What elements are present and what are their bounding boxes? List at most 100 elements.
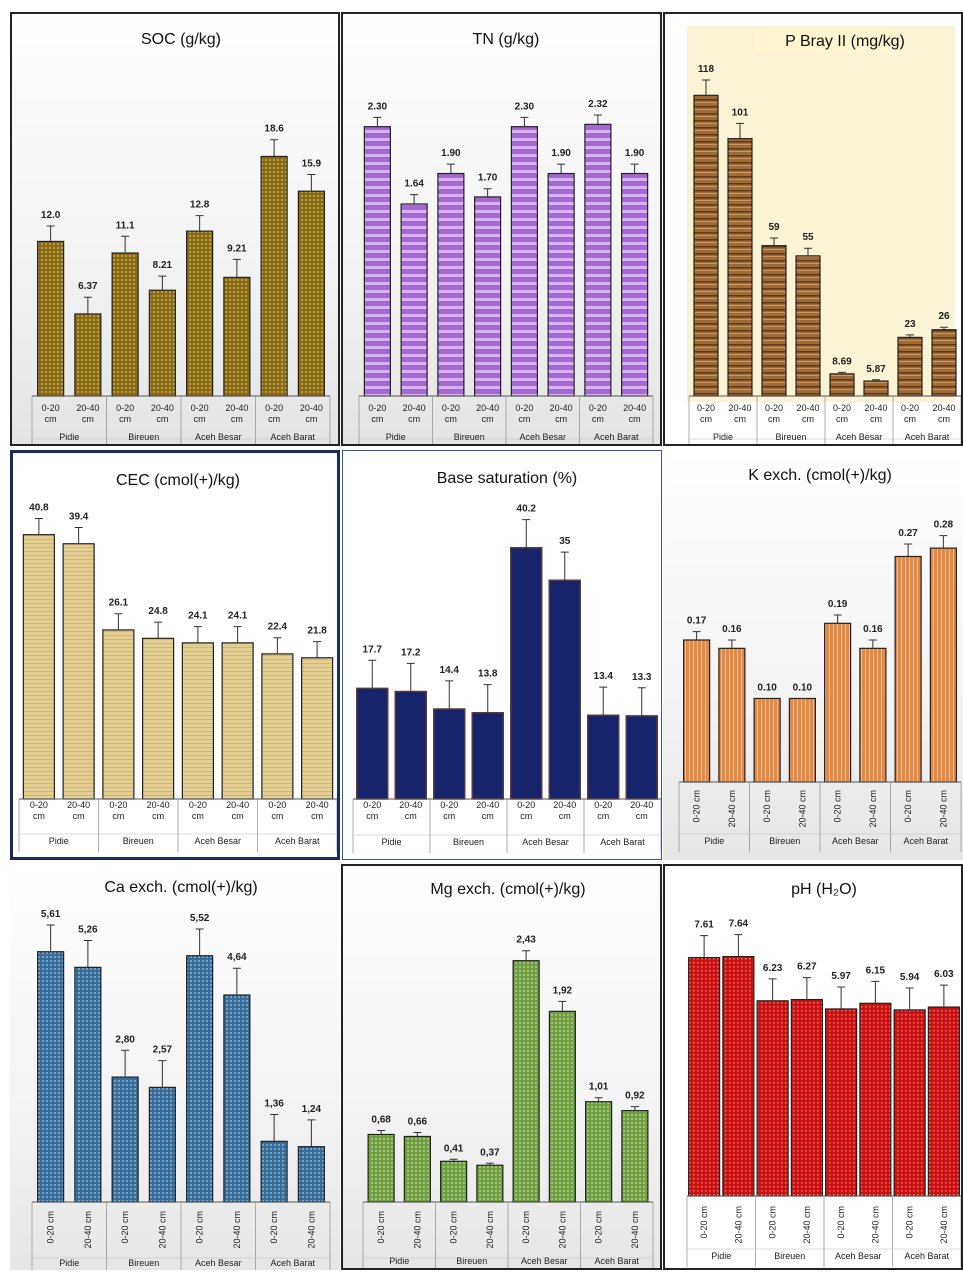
error-bar	[736, 122, 744, 139]
chart-k: K exch. (cmol(+)/kg) 0.17 0-20 cm 0.16 20-40…	[678, 467, 962, 852]
value-label: 2.32	[588, 99, 608, 110]
error-bar	[195, 215, 204, 232]
panel-soc: SOC (g/kg) 12.0 0-20 cm 6.37 20-40 cm 11.1 0-20 c…	[10, 12, 340, 446]
value-label: 0.10	[793, 682, 813, 693]
error-bar	[630, 163, 639, 174]
value-label: 5.97	[831, 971, 851, 982]
error-bar	[833, 614, 842, 624]
error-bar	[373, 116, 382, 127]
bar	[148, 289, 176, 397]
chart-ca: Ca exch. (cmol(+)/kg) 5,61 0-20 cm 5,26 20-4…	[31, 879, 331, 1270]
error-bar	[46, 225, 55, 242]
tick-label: 20-40 cm	[802, 1206, 812, 1244]
chart-title: CEC (cmol(+)/kg)	[116, 472, 240, 489]
chart-tn: TN (g/kg) 2.30 0-20 cm 1.64 20-40 cm 1.90 0-20 cm…	[358, 31, 654, 444]
tick-label: 20-40 cm	[67, 800, 90, 821]
panel-ph: pH (H₂O) 7.61 0-20 cm 7.64 20-40 cm 6.23 0-20 …	[663, 864, 963, 1270]
bar	[625, 715, 658, 800]
group-label: Pidie	[389, 1256, 409, 1266]
value-label: 0.17	[687, 616, 707, 627]
tick-label: 20-40 cm	[797, 790, 807, 828]
bar	[929, 547, 957, 783]
tick-label: 20-40 cm	[727, 790, 737, 828]
error-bar	[868, 639, 877, 649]
tick-label: 0-20 cm	[368, 403, 386, 424]
tick-label: 20-40 cm	[553, 800, 576, 821]
error-bar	[483, 188, 492, 197]
tick-label: 0-20 cm	[42, 403, 60, 424]
group-label: Aceh Barat	[904, 1251, 949, 1261]
tick-label: 0-20 cm	[699, 1206, 709, 1239]
value-label: 59	[768, 222, 780, 233]
value-label: 0,66	[408, 1116, 428, 1127]
error-bar	[270, 139, 279, 157]
bar	[795, 255, 821, 397]
bar	[186, 230, 214, 397]
tick-label: 0-20 cm	[195, 1211, 205, 1244]
error-bar	[449, 1158, 458, 1162]
tick-label: 0-20 cm	[376, 1211, 386, 1244]
value-label: 118	[698, 64, 715, 75]
error-bar	[768, 978, 777, 1001]
error-bar	[483, 684, 492, 713]
error-bar	[83, 940, 92, 968]
value-label: 0,68	[371, 1114, 391, 1125]
bar	[931, 329, 957, 397]
bar	[403, 1135, 431, 1203]
bar	[510, 126, 538, 397]
value-label: 0,37	[480, 1147, 500, 1158]
bar	[722, 956, 755, 1197]
bar	[859, 647, 887, 783]
bar	[142, 637, 175, 800]
value-label: 5,52	[190, 913, 210, 924]
value-label: 24.1	[188, 611, 208, 622]
chart-title: TN (g/kg)	[473, 31, 540, 48]
bar	[437, 172, 465, 397]
value-label: 15.9	[302, 158, 322, 169]
value-label: 1.70	[478, 173, 498, 184]
value-label: 2,43	[516, 935, 536, 946]
bar	[440, 1160, 468, 1203]
error-bar	[734, 934, 743, 957]
tick-label: 0-20 cm	[521, 1211, 531, 1244]
value-label: 0.16	[722, 624, 742, 635]
bar	[683, 639, 711, 783]
error-bar	[702, 79, 710, 96]
bar	[400, 203, 428, 397]
value-label: 7.61	[694, 920, 714, 931]
group-label: Pidie	[59, 432, 79, 442]
error-bar	[939, 535, 948, 549]
error-bar	[904, 543, 913, 557]
bar	[753, 697, 781, 783]
error-bar	[522, 950, 531, 961]
error-bar	[34, 517, 43, 535]
error-bar	[307, 173, 316, 192]
bar	[261, 653, 294, 800]
error-bar	[377, 1129, 386, 1135]
group-label: Aceh Besar	[195, 1258, 242, 1268]
tick-label: 20-40 cm	[399, 800, 422, 821]
tick-label: 20-40 cm	[557, 1211, 567, 1249]
group-label: Aceh Barat	[903, 836, 948, 846]
tick-label: 20-40 cm	[864, 403, 887, 424]
error-bar	[114, 613, 123, 630]
tick-label: 20-40 cm	[476, 403, 499, 424]
bar	[547, 172, 575, 397]
value-label: 12.8	[190, 200, 210, 211]
error-bar	[906, 334, 914, 338]
value-label: 9.21	[227, 243, 247, 254]
chart-title: K exch. (cmol(+)/kg)	[748, 467, 892, 484]
panel-p: P Bray II (mg/kg) 118 0-20 cm 101 20-40 cm 59 0-…	[663, 12, 963, 446]
tick-label: 0-20 cm	[120, 1211, 130, 1244]
error-bar	[599, 686, 608, 716]
bar	[825, 1008, 858, 1197]
error-bar	[939, 984, 948, 1008]
value-label: 0.16	[863, 624, 883, 635]
error-bar	[83, 296, 92, 314]
tick-label: 20-40 cm	[232, 1211, 242, 1249]
bar	[260, 155, 288, 397]
bar	[74, 966, 102, 1203]
chart-title: Base saturation (%)	[437, 470, 578, 487]
bar	[471, 712, 504, 800]
value-label: 21.8	[307, 626, 327, 637]
